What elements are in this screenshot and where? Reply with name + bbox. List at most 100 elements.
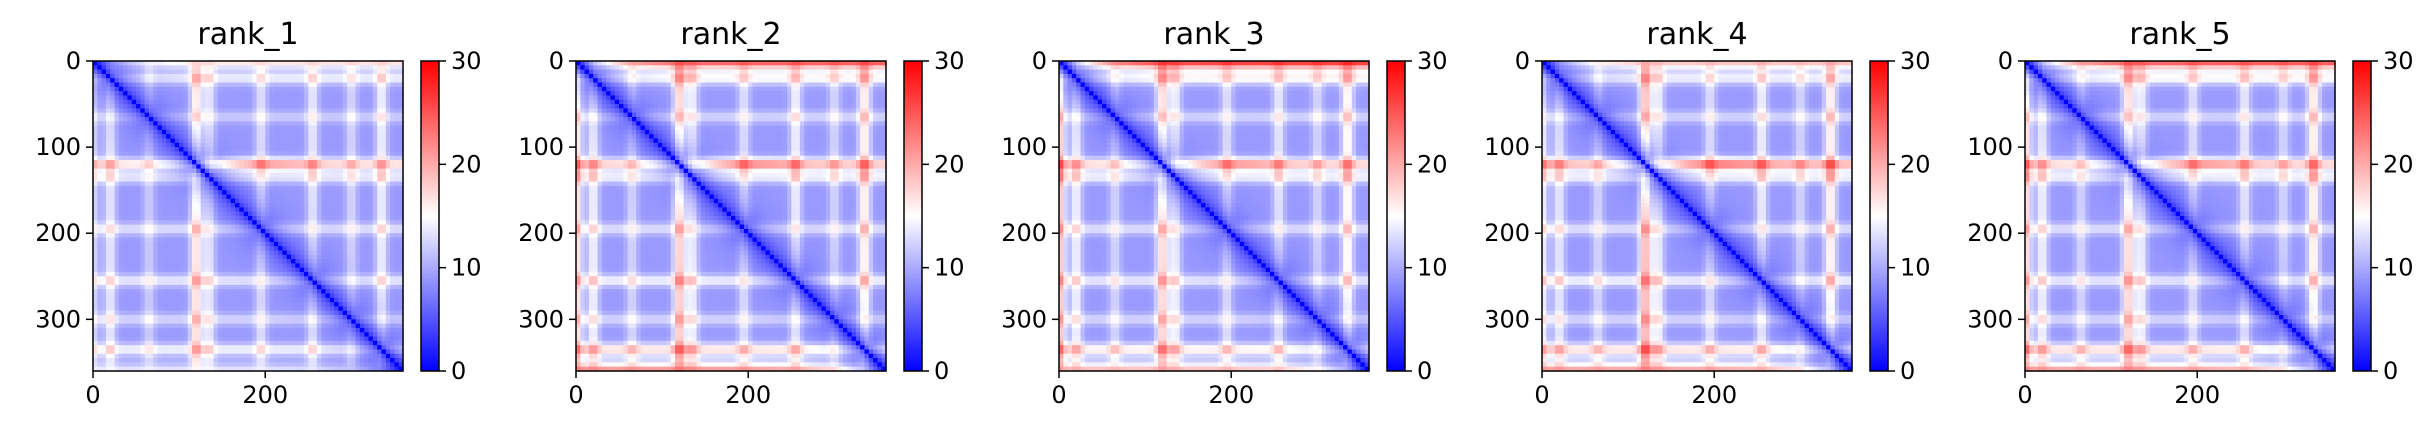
heatmap-cell	[102, 194, 107, 199]
heatmap-cell	[183, 134, 188, 139]
heatmap-cell	[106, 70, 111, 75]
heatmap-cell	[127, 91, 132, 96]
heatmap-cell	[97, 246, 102, 251]
heatmap-cell	[282, 78, 287, 83]
heatmap-cell	[183, 151, 188, 156]
heatmap-cell	[381, 315, 386, 320]
heatmap-cell	[123, 160, 128, 165]
heatmap-cell	[377, 182, 382, 187]
heatmap-cell	[205, 177, 210, 182]
heatmap-cell	[149, 315, 154, 320]
heatmap-cell	[347, 100, 352, 105]
heatmap-cell	[231, 134, 236, 139]
heatmap-cell	[196, 164, 201, 169]
heatmap-cell	[244, 65, 249, 70]
heatmap-cell	[119, 143, 124, 148]
heatmap-cell	[313, 203, 318, 208]
heatmap-cell	[171, 65, 176, 70]
heatmap-cell	[218, 121, 223, 126]
heatmap-cell	[188, 207, 193, 212]
heatmap-cell	[162, 238, 167, 243]
heatmap-cell	[218, 113, 223, 118]
heatmap-cell	[162, 319, 167, 324]
heatmap-cell	[231, 130, 236, 135]
heatmap-cell	[201, 315, 206, 320]
heatmap-cell	[205, 250, 210, 255]
heatmap-cell	[226, 164, 231, 169]
heatmap-cell	[239, 225, 244, 230]
heatmap-cell	[265, 108, 270, 113]
heatmap-cell	[179, 276, 184, 281]
heatmap-cell	[274, 164, 279, 169]
heatmap-cell	[300, 130, 305, 135]
heatmap-cell	[222, 177, 227, 182]
heatmap-cell	[377, 186, 382, 191]
heatmap-cell	[102, 238, 107, 243]
heatmap-cell	[308, 83, 313, 88]
heatmap-cell	[274, 212, 279, 217]
heatmap-cell	[274, 78, 279, 83]
heatmap-cell	[179, 285, 184, 290]
heatmap-cell	[214, 272, 219, 277]
heatmap-cell	[321, 117, 326, 122]
heatmap-cell	[140, 216, 145, 221]
heatmap-cell	[373, 74, 378, 79]
heatmap-cell	[183, 207, 188, 212]
heatmap-cell	[364, 108, 369, 113]
heatmap-cell	[244, 95, 249, 100]
heatmap-cell	[394, 186, 399, 191]
heatmap-cell	[317, 177, 322, 182]
heatmap-cell	[291, 104, 296, 109]
heatmap-cell	[136, 160, 141, 165]
heatmap-cell	[183, 289, 188, 294]
heatmap-cell	[222, 311, 227, 316]
heatmap-cell	[166, 177, 171, 182]
heatmap-cell	[386, 250, 391, 255]
heatmap-cell	[123, 263, 128, 268]
heatmap-cell	[369, 173, 374, 178]
heatmap-cell	[252, 263, 257, 268]
heatmap-cell	[347, 126, 352, 131]
heatmap-cell	[201, 160, 206, 165]
heatmap-cell	[326, 190, 331, 195]
heatmap-cell	[317, 190, 322, 195]
heatmap-cell	[369, 315, 374, 320]
heatmap-cell	[330, 281, 335, 286]
heatmap-cell	[226, 87, 231, 92]
heatmap-cell	[369, 182, 374, 187]
heatmap-cell	[115, 306, 120, 311]
heatmap-cell	[369, 207, 374, 212]
heatmap-cell	[321, 242, 326, 247]
heatmap-cell	[145, 130, 150, 135]
heatmap-cell	[326, 302, 331, 307]
heatmap-cell	[175, 87, 180, 92]
heatmap-cell	[270, 220, 275, 225]
heatmap-cell	[377, 306, 382, 311]
heatmap-cell	[386, 238, 391, 243]
heatmap-cell	[214, 255, 219, 260]
heatmap-cell	[351, 113, 356, 118]
heatmap-cell	[330, 164, 335, 169]
heatmap-cell	[239, 108, 244, 113]
heatmap-cell	[166, 65, 171, 70]
heatmap-cell	[326, 268, 331, 273]
heatmap-cell	[390, 147, 395, 152]
heatmap-cell	[369, 177, 374, 182]
heatmap-cell	[196, 212, 201, 217]
heatmap-cell	[343, 83, 348, 88]
heatmap-cell	[252, 151, 257, 156]
heatmap-cell	[257, 315, 262, 320]
heatmap-cell	[265, 87, 270, 92]
heatmap-cell	[140, 242, 145, 247]
heatmap-cell	[334, 229, 339, 234]
heatmap-cell	[304, 220, 309, 225]
heatmap-cell	[257, 203, 262, 208]
heatmap-cell	[278, 289, 283, 294]
heatmap-cell	[291, 100, 296, 105]
heatmap-cell	[175, 91, 180, 96]
heatmap-cell	[257, 83, 262, 88]
heatmap-cell	[304, 255, 309, 260]
heatmap-cell	[102, 212, 107, 217]
heatmap-cell	[373, 250, 378, 255]
heatmap-cell	[270, 108, 275, 113]
